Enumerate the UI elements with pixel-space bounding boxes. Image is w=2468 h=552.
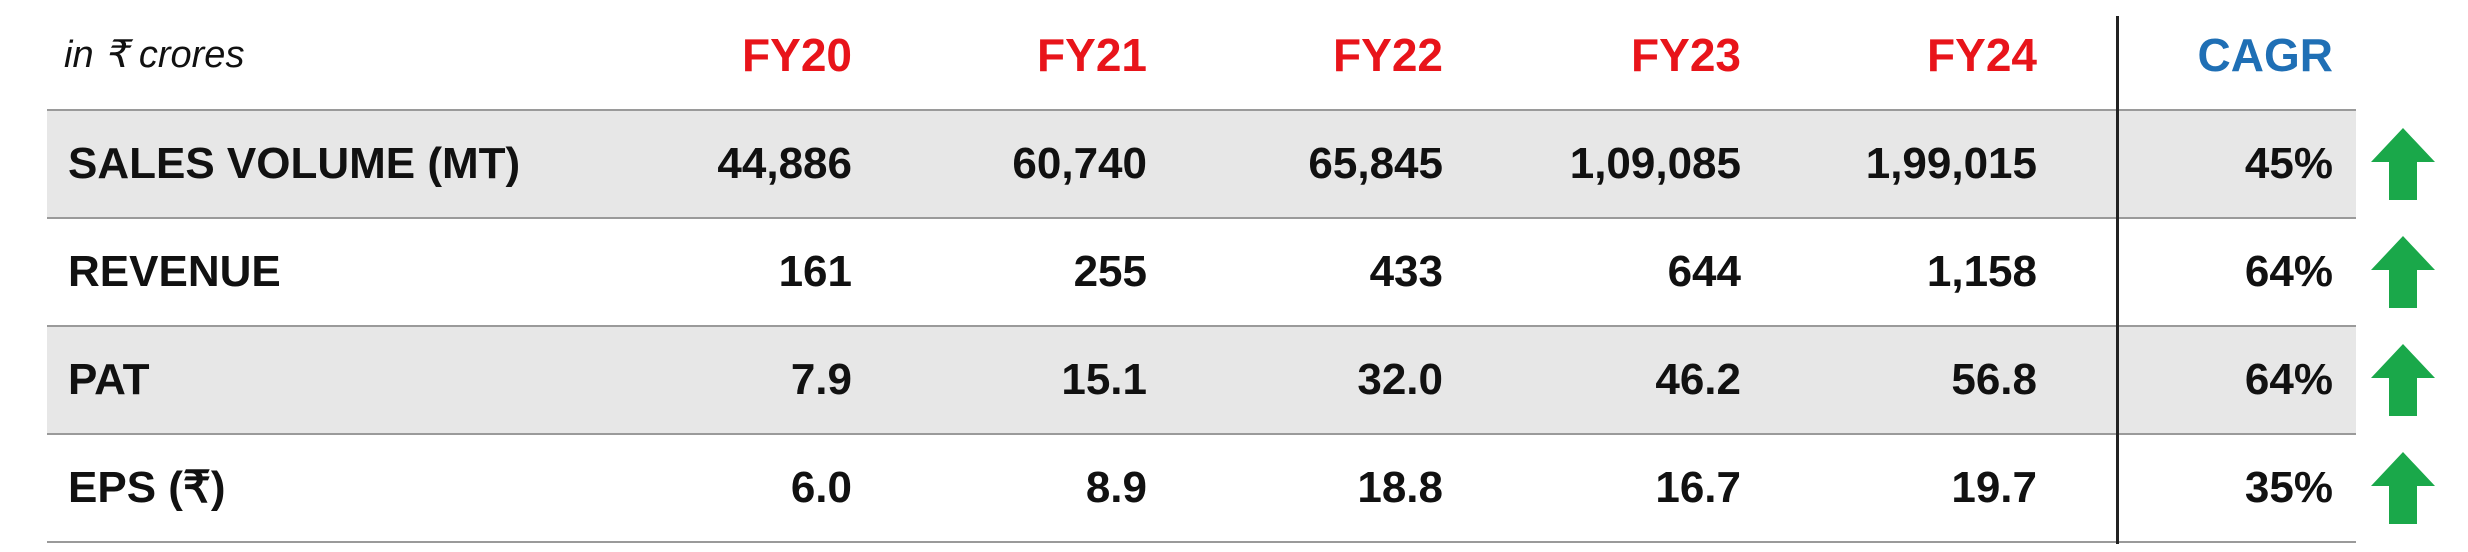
year-header: FY23 bbox=[1631, 29, 1741, 81]
value-cell: 44,886 bbox=[717, 139, 852, 188]
value-cell: 161 bbox=[778, 247, 852, 296]
cagr-cell: 35% bbox=[2244, 463, 2333, 512]
value-cell: 32.0 bbox=[1357, 355, 1443, 404]
value-cell: 18.8 bbox=[1357, 463, 1443, 512]
unit-label: in ₹ crores bbox=[64, 34, 245, 76]
column-divider bbox=[2116, 16, 2119, 544]
row-label: EPS (₹) bbox=[68, 463, 226, 512]
value-cell: 1,158 bbox=[1926, 247, 2037, 296]
value-cell: 1,99,015 bbox=[1865, 139, 2037, 188]
row-label: SALES VOLUME (MT) bbox=[68, 139, 521, 188]
value-cell: 65,845 bbox=[1308, 139, 1443, 188]
value-cell: 16.7 bbox=[1655, 463, 1741, 512]
row-background bbox=[47, 326, 2356, 434]
cagr-cell: 64% bbox=[2244, 355, 2333, 404]
row-divider bbox=[47, 325, 2356, 327]
cagr-header: CAGR bbox=[2197, 29, 2333, 81]
year-header: FY24 bbox=[1927, 29, 2037, 81]
value-cell: 60,740 bbox=[1012, 139, 1147, 188]
cagr-cell: 64% bbox=[2244, 247, 2333, 296]
year-header: FY21 bbox=[1037, 29, 1147, 81]
up-arrow-icon bbox=[2371, 344, 2435, 416]
value-cell: 255 bbox=[1073, 247, 1147, 296]
value-cell: 19.7 bbox=[1951, 463, 2037, 512]
row-background bbox=[47, 110, 2356, 218]
up-arrow-icon bbox=[2371, 236, 2435, 308]
value-cell: 15.1 bbox=[1061, 355, 1147, 404]
cagr-cell: 45% bbox=[2244, 139, 2333, 188]
row-divider bbox=[47, 217, 2356, 219]
row-divider bbox=[47, 433, 2356, 435]
row-label: REVENUE bbox=[68, 247, 281, 296]
value-cell: 433 bbox=[1369, 247, 1443, 296]
value-cell: 8.9 bbox=[1085, 463, 1147, 512]
arrow-shape bbox=[2371, 236, 2435, 308]
value-cell: 46.2 bbox=[1655, 355, 1741, 404]
arrow-shape bbox=[2371, 452, 2435, 524]
arrow-shape bbox=[2371, 128, 2435, 200]
up-arrow-icon bbox=[2371, 128, 2435, 200]
year-header: FY22 bbox=[1333, 29, 1443, 81]
year-header: FY20 bbox=[742, 29, 852, 81]
value-cell: 56.8 bbox=[1951, 355, 2037, 404]
up-arrow-icon bbox=[2371, 452, 2435, 524]
row-divider bbox=[47, 109, 2356, 111]
row-label: PAT bbox=[68, 355, 150, 404]
arrow-shape bbox=[2371, 344, 2435, 416]
value-cell: 7.9 bbox=[790, 355, 852, 404]
value-cell: 644 bbox=[1667, 247, 1741, 296]
value-cell: 1,09,085 bbox=[1569, 139, 1741, 188]
row-divider bbox=[47, 541, 2356, 543]
value-cell: 6.0 bbox=[790, 463, 852, 512]
